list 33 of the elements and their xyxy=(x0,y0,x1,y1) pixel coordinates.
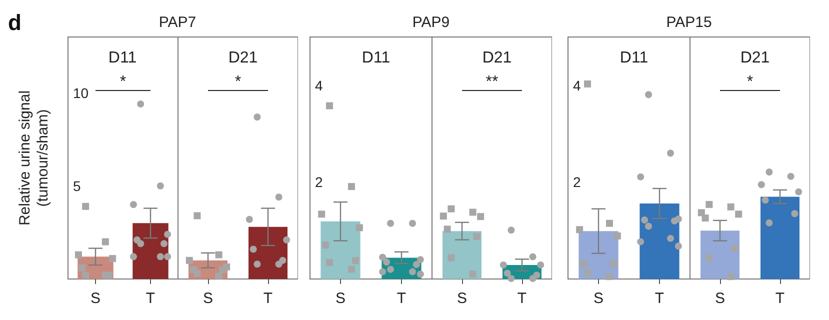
text: D11 xyxy=(620,50,648,66)
text: D21 xyxy=(740,50,770,66)
x-tick-label: S xyxy=(714,290,726,307)
x-tick-label: T xyxy=(654,290,664,307)
x-tick-label: T xyxy=(146,290,156,307)
text: D21 xyxy=(482,50,512,66)
y-tick-label: 10 xyxy=(73,84,89,101)
x-tick-label: T xyxy=(396,290,406,307)
annotation: ** xyxy=(486,74,498,91)
y-tick-label: 2 xyxy=(315,174,323,190)
y-tick-label: 4 xyxy=(315,77,323,94)
x-tick-label: S xyxy=(335,290,346,307)
chart-title: PAP7 xyxy=(158,14,198,31)
x-tick-label: T xyxy=(263,290,273,307)
chart-title: PAP9 xyxy=(411,14,451,31)
y-axis-title: Relative urine signal (tumour/sham) xyxy=(16,90,52,226)
x-tick-label: S xyxy=(90,290,101,307)
text: D11 xyxy=(108,50,137,66)
text: D11 xyxy=(362,50,390,66)
y-tick-label: 2 xyxy=(573,174,581,190)
text: D21 xyxy=(228,50,258,66)
x-tick-label: S xyxy=(456,290,468,307)
chart-title: PAP15 xyxy=(665,14,713,31)
annotation: * xyxy=(746,74,754,91)
x-tick-label: T xyxy=(775,290,785,307)
text: d xyxy=(8,10,22,35)
y-tick-label: 5 xyxy=(73,178,81,194)
x-tick-label: S xyxy=(593,290,604,307)
y-tick-label: 4 xyxy=(573,77,581,94)
annotation: * xyxy=(234,74,242,91)
x-tick-label: S xyxy=(202,290,214,307)
annotation: * xyxy=(120,74,126,91)
x-tick-label: T xyxy=(517,290,527,307)
